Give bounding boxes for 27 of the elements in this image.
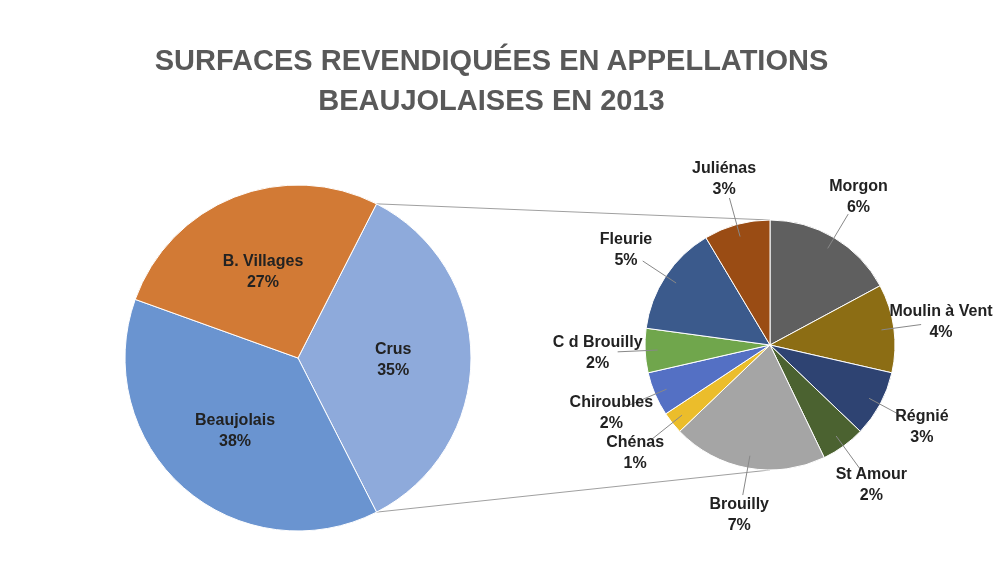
data-label: 3% [910, 427, 934, 445]
slice-label: Fleurie [599, 229, 653, 247]
slice-label: Moulin à Vent [889, 301, 994, 319]
slice-label: Juliénas [692, 158, 757, 176]
data-label: 3% [712, 179, 736, 197]
slice-label: Brouilly [709, 494, 770, 512]
slice-label: B. Villages [222, 251, 304, 269]
data-label: 7% [727, 515, 751, 533]
chart-title: SURFACES REVENDIQUÉES EN APPELLATIONS BEAUJOLAISES EN 2013 [154, 43, 829, 116]
slice-label: Beaujolais [195, 411, 276, 429]
data-label: 35% [377, 361, 410, 378]
data-label: 6% [846, 197, 871, 215]
data-label: 5% [614, 250, 638, 268]
slice-label: C d Brouilly [552, 332, 643, 350]
data-label: 2% [586, 353, 610, 371]
slice-label: Régnié [895, 406, 949, 424]
slice-label: Chénas [606, 432, 665, 450]
slice-label: Morgon [829, 176, 888, 194]
data-label: 1% [623, 453, 647, 471]
data-label: 2% [599, 413, 623, 431]
slice-label: Crus [374, 340, 412, 357]
slice-label: St Amour [835, 464, 908, 482]
data-label: 27% [246, 272, 279, 290]
data-label: 2% [859, 485, 883, 503]
data-label: 38% [219, 432, 252, 450]
data-label: 4% [929, 322, 953, 340]
slice-label: Chiroubles [569, 392, 654, 410]
